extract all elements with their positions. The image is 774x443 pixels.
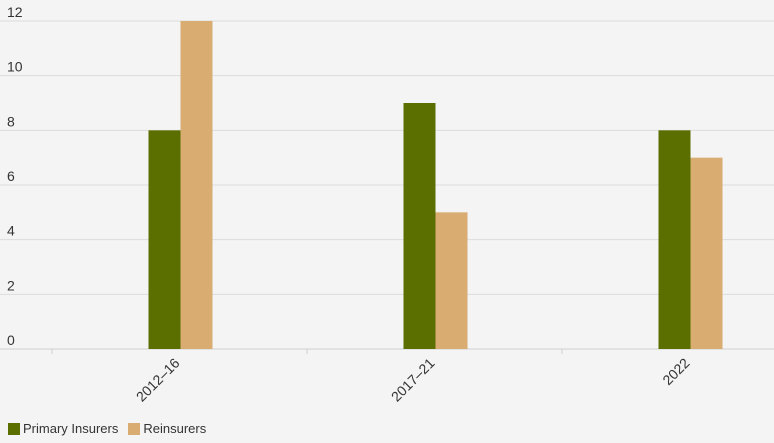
bar-reinsurers-2[interactable] (690, 157, 723, 349)
y-tick-label: 0 (7, 332, 15, 348)
x-tick-label: 2012–16 (133, 355, 183, 405)
legend-label-reinsurers: Reinsurers (143, 421, 207, 436)
y-tick-label: 8 (7, 113, 15, 129)
x-tick-label: 2017–21 (388, 355, 438, 405)
bar-primary-insurers-1[interactable] (403, 103, 436, 349)
legend-item-primary-insurers[interactable]: Primary Insurers (8, 421, 118, 436)
y-tick-label: 6 (7, 168, 15, 184)
bar-primary-insurers-0[interactable] (148, 130, 181, 349)
x-tick-label: 2022 (659, 355, 692, 388)
bar-reinsurers-1[interactable] (435, 212, 468, 349)
bar-reinsurers-0[interactable] (180, 21, 213, 349)
y-tick-label: 12 (7, 4, 23, 20)
y-tick-label: 10 (7, 59, 23, 75)
legend-item-reinsurers[interactable]: Reinsurers (128, 421, 206, 436)
bar-primary-insurers-2[interactable] (658, 130, 691, 349)
legend-swatch-reinsurers (128, 422, 141, 435)
legend-swatch-primary-insurers (8, 422, 20, 435)
legend-label-primary-insurers: Primary Insurers (23, 421, 119, 436)
y-tick-label: 4 (7, 223, 15, 239)
legend: Primary Insurers Reinsurers (8, 421, 206, 436)
y-tick-label: 2 (7, 277, 15, 293)
